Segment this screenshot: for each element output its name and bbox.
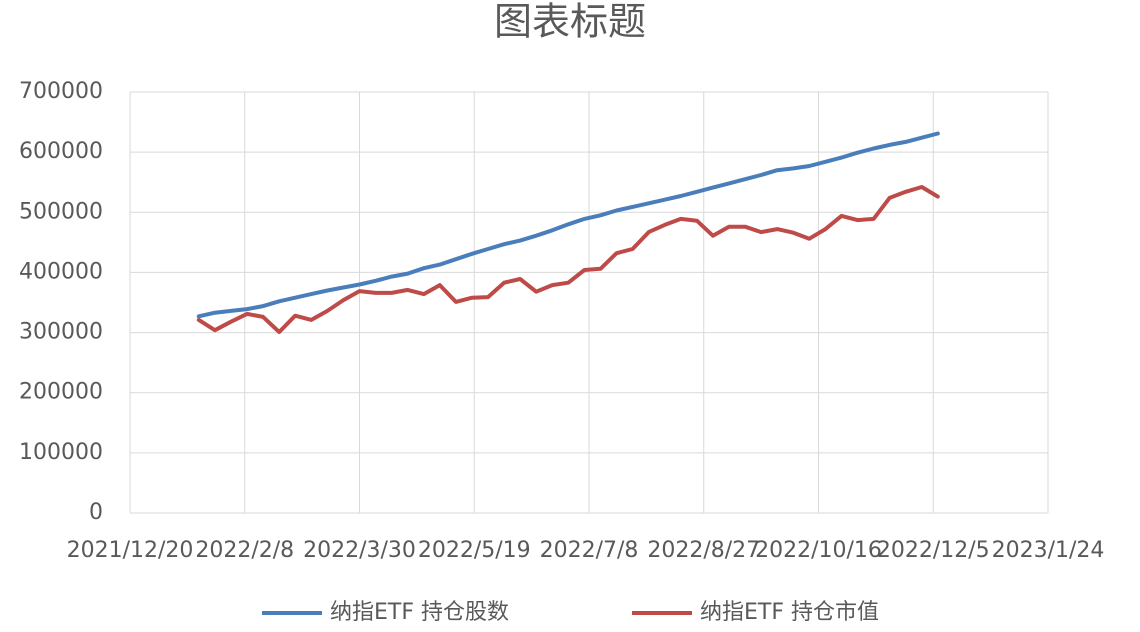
x-tick-label: 2022/7/8: [540, 538, 639, 563]
legend-label: 纳指ETF 持仓股数: [330, 600, 509, 625]
y-tick-label: 0: [89, 500, 103, 525]
legend-label: 纳指ETF 持仓市值: [700, 600, 879, 625]
y-tick-label: 100000: [19, 440, 103, 465]
line-series: [196, 131, 940, 319]
chart-title: 图表标题: [494, 0, 646, 44]
line-series: [196, 185, 940, 334]
y-tick-label: 600000: [19, 139, 103, 164]
y-tick-label: 200000: [19, 380, 103, 405]
x-tick-label: 2022/8/27: [647, 538, 760, 563]
x-tick-label: 2023/1/24: [992, 538, 1105, 563]
x-tick-label: 2022/12/5: [877, 538, 990, 563]
x-tick-label: 2022/2/8: [195, 538, 294, 563]
x-tick-label: 2022/10/16: [755, 538, 882, 563]
x-tick-label: 2022/5/19: [418, 538, 531, 563]
y-tick-label: 500000: [19, 199, 103, 224]
y-tick-label: 300000: [19, 320, 103, 345]
x-tick-label: 2021/12/20: [67, 538, 194, 563]
y-tick-label: 400000: [19, 259, 103, 284]
y-tick-label: 700000: [19, 79, 103, 104]
x-tick-label: 2022/3/30: [303, 538, 416, 563]
